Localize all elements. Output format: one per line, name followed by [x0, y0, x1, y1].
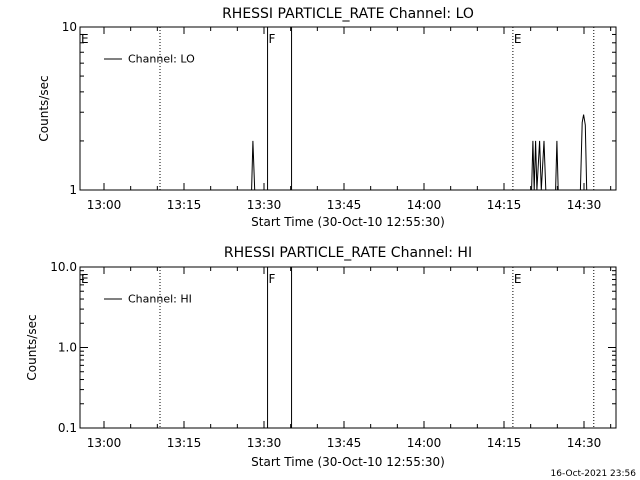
y-tick-label: 1.0	[58, 341, 77, 355]
x-tick-label: 13:45	[327, 436, 362, 450]
x-tick-label: 14:15	[487, 198, 522, 212]
y-axis-label: Counts/sec	[37, 75, 51, 141]
x-tick-label: 14:30	[567, 436, 602, 450]
x-tick-label: 14:00	[407, 198, 442, 212]
hi-channel-chart: RHESSI PARTICLE_RATE Channel: HI 13:00 13:…	[25, 245, 617, 469]
event-marker-label: F	[269, 32, 276, 46]
y-tick-label: 0.1	[58, 421, 77, 435]
y-tick-label: 10	[62, 20, 77, 34]
event-marker-label: E	[514, 32, 522, 46]
lo-channel-chart: RHESSI PARTICLE_RATE Channel: LO 13:00 13:…	[37, 6, 617, 229]
legend-entry: Channel: HI	[128, 293, 192, 306]
y-tick-label: 1	[69, 183, 77, 197]
series-line	[251, 114, 588, 191]
x-tick-label: 13:00	[87, 198, 122, 212]
chart-title: RHESSI PARTICLE_RATE Channel: HI	[224, 245, 472, 261]
x-tick-label: 13:30	[247, 436, 282, 450]
legend-entry: Channel: LO	[128, 53, 195, 66]
y-tick-label: 10.0	[50, 260, 77, 274]
y-axis-label: Counts/sec	[25, 314, 39, 380]
x-tick-label: 13:30	[247, 198, 282, 212]
x-axis-label: Start Time (30-Oct-10 12:55:30)	[251, 215, 445, 229]
footer-timestamp: 16-Oct-2021 23:56	[551, 469, 637, 479]
event-marker-label: E	[514, 272, 522, 286]
x-tick-label: 14:15	[487, 436, 522, 450]
x-tick-label: 13:00	[87, 436, 122, 450]
x-tick-label: 13:45	[327, 198, 362, 212]
x-tick-label: 14:00	[407, 436, 442, 450]
x-tick-label: 14:30	[567, 198, 602, 212]
event-marker-label: E	[81, 32, 89, 46]
x-tick-label: 13:15	[167, 436, 202, 450]
x-tick-label: 13:15	[167, 198, 202, 212]
event-marker-label: F	[269, 272, 276, 286]
chart-title: RHESSI PARTICLE_RATE Channel: LO	[222, 6, 474, 22]
x-axis-label: Start Time (30-Oct-10 12:55:30)	[251, 455, 445, 469]
event-marker-label: E	[81, 272, 89, 286]
